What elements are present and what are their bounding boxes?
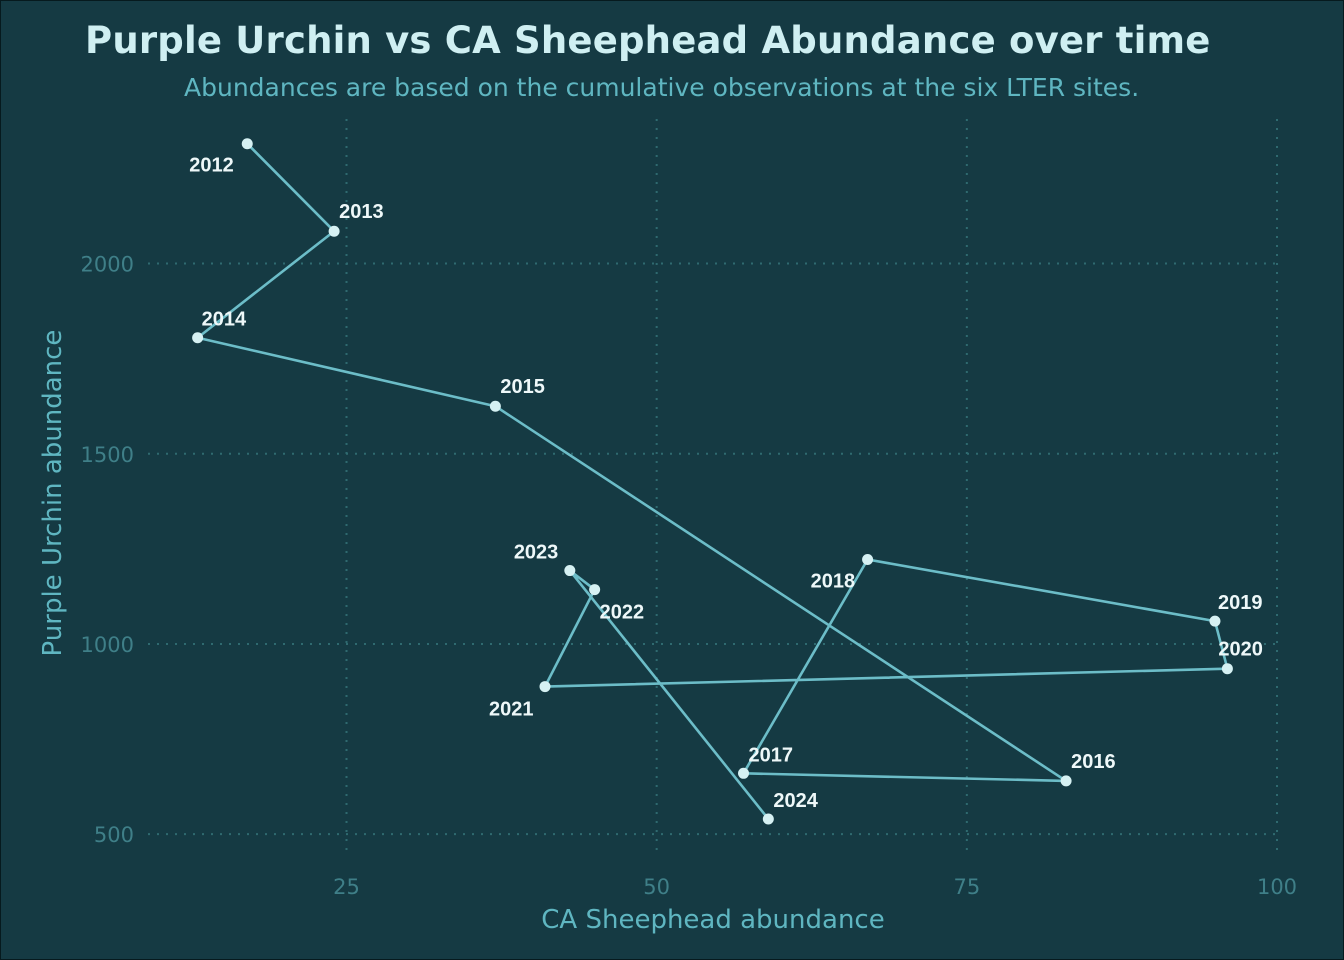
data-label-year: 2015: [500, 376, 545, 398]
data-label-year: 2012: [189, 155, 234, 177]
data-label-year: 2017: [749, 744, 794, 766]
data-point: [241, 138, 253, 150]
data-point: [328, 225, 340, 237]
data-label-year: 2023: [514, 542, 559, 564]
y-tick-label: 1500: [81, 443, 134, 467]
x-tick-label: 50: [643, 875, 670, 899]
chart-subtitle: Abundances are based on the cumulative o…: [184, 73, 1140, 102]
data-point: [489, 400, 501, 412]
data-point: [1221, 663, 1233, 675]
series-line: [196, 142, 1229, 820]
data-point: [1060, 775, 1072, 787]
chart-title: Purple Urchin vs CA Sheephead Abundance …: [85, 19, 1211, 62]
grid-lines: [148, 119, 1278, 857]
data-label-year: 2014: [202, 309, 247, 331]
x-tick-label: 100: [1257, 875, 1297, 899]
data-point: [539, 681, 551, 693]
axis-tick-labels: 25 50 75 100 500 1000 1500 2000: [81, 253, 1298, 899]
data-label-year: 2019: [1218, 592, 1263, 614]
data-labels: 2012 2013 2014 2015 2016 2017 2018 2019 2020 2021…: [189, 155, 1263, 812]
data-point: [564, 565, 576, 577]
data-label-year: 2013: [339, 201, 384, 223]
x-tick-label: 25: [333, 875, 360, 899]
data-label-year: 2022: [600, 602, 645, 624]
data-point: [192, 332, 204, 344]
y-tick-label: 1000: [81, 633, 134, 657]
y-axis-title: Purple Urchin abundance: [38, 330, 68, 657]
data-points: [192, 138, 1233, 825]
x-axis-title: CA Sheephead abundance: [541, 905, 884, 935]
x-tick-label: 75: [953, 875, 980, 899]
data-point: [589, 584, 601, 596]
series-path: [196, 142, 1229, 820]
data-point: [762, 813, 774, 825]
data-label-year: 2020: [1218, 639, 1263, 661]
data-label-year: 2016: [1071, 751, 1116, 773]
data-point: [1209, 615, 1221, 627]
y-tick-label: 2000: [81, 253, 134, 277]
data-label-year: 2018: [811, 571, 856, 593]
y-tick-label: 500: [94, 823, 134, 847]
data-label-year: 2021: [489, 699, 534, 721]
data-label-year: 2024: [773, 790, 818, 812]
data-point: [862, 554, 874, 566]
data-point: [738, 767, 750, 779]
